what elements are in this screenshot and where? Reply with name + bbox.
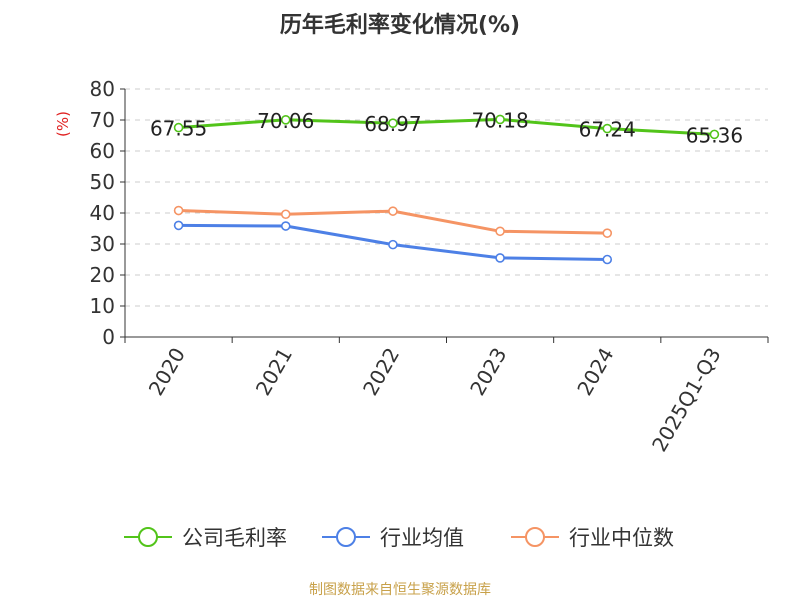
legend-label: 公司毛利率 (182, 526, 287, 550)
data-label: 70.06 (257, 109, 314, 133)
x-tick-label: 2020 (144, 344, 190, 400)
data-label: 65.36 (686, 123, 743, 147)
y-tick-label: 60 (90, 139, 115, 163)
data-label: 67.24 (579, 118, 636, 142)
legend-marker (525, 527, 545, 547)
data-point (173, 122, 184, 133)
y-axis-label-group: (%) (54, 111, 72, 137)
y-tick-label: 0 (102, 325, 115, 349)
data-point (388, 118, 398, 128)
series (173, 114, 720, 265)
legend-marker (138, 527, 158, 547)
x-tick-label: 2024 (572, 344, 618, 400)
y-tick-label: 40 (90, 201, 115, 225)
data-label: 67.55 (150, 117, 207, 141)
data-point (495, 226, 505, 237)
x-tick-label: 2021 (251, 344, 297, 400)
y-tick-label: 20 (90, 263, 115, 287)
y-tick-label: 50 (90, 170, 115, 194)
y-tick-label: 80 (90, 77, 115, 101)
data-point (602, 228, 613, 238)
chart-title: 历年毛利率变化情况(%) (280, 12, 520, 38)
y-tick-label: 10 (90, 294, 115, 318)
data-point (495, 253, 505, 263)
legend-label: 行业中位数 (569, 526, 674, 550)
legend-marker (336, 527, 356, 547)
data-point (173, 220, 184, 231)
data-label: 70.18 (471, 108, 528, 132)
series-line-0 (178, 117, 715, 136)
data-point (709, 129, 720, 140)
data-point (173, 205, 184, 216)
data-point (388, 206, 398, 216)
y-axis-label: (%) (54, 111, 72, 137)
source-note: 制图数据来自恒生聚源数据库 (309, 582, 491, 598)
y-tick-label: 30 (90, 232, 115, 256)
data-label: 68.97 (364, 112, 421, 136)
legend-label: 行业均值 (380, 526, 464, 550)
data-point (280, 209, 291, 220)
data-point (602, 123, 613, 134)
x-tick-label: 2025Q1-Q3 (647, 344, 726, 456)
data-point (495, 114, 505, 125)
data-labels: 67.55 70.06 68.97 70.18 67.24 65.36 (150, 108, 743, 147)
y-tick-label: 70 (90, 108, 115, 132)
data-point (280, 115, 291, 125)
data-point (280, 221, 291, 231)
legend: 公司毛利率 行业均值 行业中位数 (124, 526, 674, 550)
data-point (388, 239, 398, 250)
data-point (602, 254, 613, 265)
x-tick-label: 2022 (358, 344, 404, 400)
x-tick-label: 2023 (465, 344, 511, 400)
